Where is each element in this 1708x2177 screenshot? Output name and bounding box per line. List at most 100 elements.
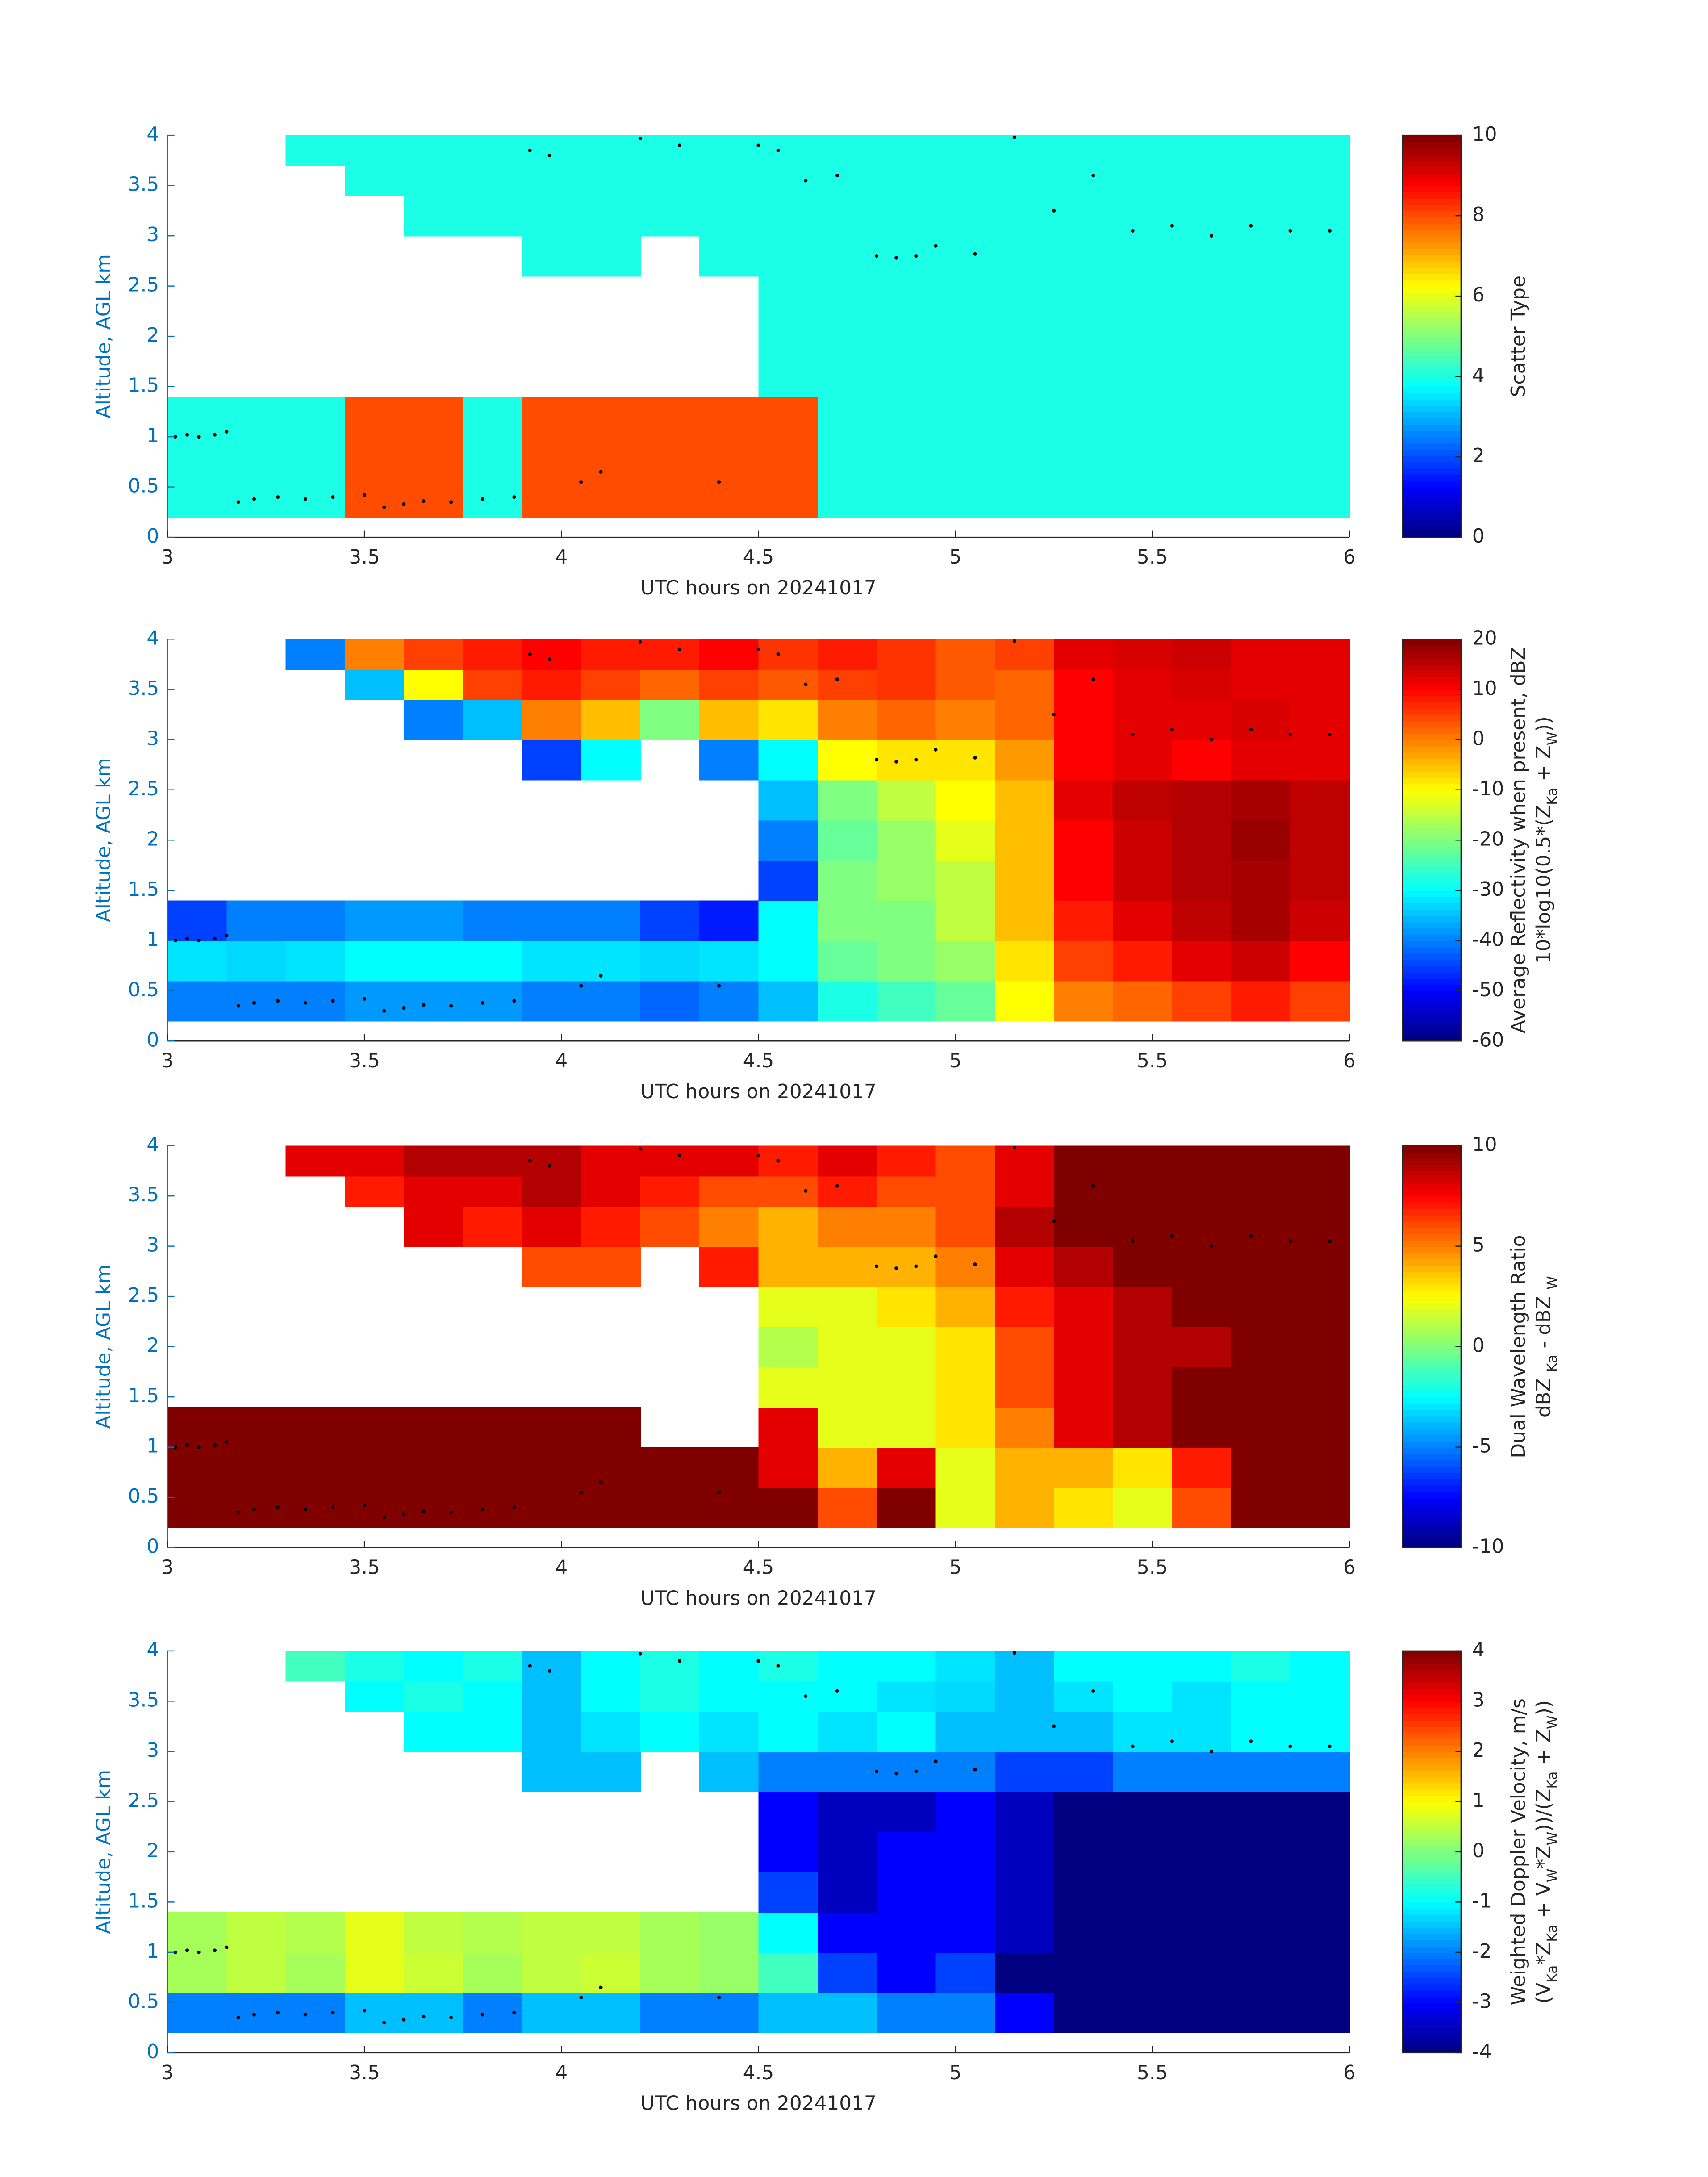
colorbar-swatch — [1402, 386, 1461, 393]
heatmap-cell — [994, 820, 1055, 861]
colorbar-swatch — [1402, 311, 1461, 318]
y-tick-label: 1 — [146, 928, 159, 951]
heatmap-cell — [345, 165, 405, 196]
colorbar-swatch — [1402, 1303, 1461, 1310]
heatmap-cell — [404, 940, 464, 982]
colorbar-label-part: W — [1544, 1868, 1560, 1882]
heatmap-cell — [285, 1487, 346, 1528]
x-tick-label: 6 — [1343, 2061, 1356, 2084]
heatmap-cell — [463, 1206, 523, 1247]
heatmap-cell — [758, 1407, 819, 1448]
data-point — [1012, 1651, 1016, 1655]
y-tick-label: 1.5 — [128, 1889, 159, 1912]
colorbar-swatch — [1402, 1403, 1461, 1410]
heatmap-cell — [935, 1681, 996, 1712]
heatmap-cell — [1231, 1681, 1291, 1712]
colorbar-swatch — [1402, 1252, 1461, 1259]
colorbar-swatch — [1402, 512, 1461, 519]
colorbar-swatch — [1402, 1208, 1461, 1216]
heatmap-cell — [285, 639, 346, 670]
heatmap-cell — [1172, 1206, 1232, 1247]
heatmap-cell — [994, 1176, 1055, 1207]
data-point — [382, 1516, 386, 1520]
data-point — [638, 1147, 642, 1151]
heatmap-cell — [522, 397, 582, 438]
colorbar-swatch — [1402, 1977, 1461, 1985]
heatmap-cell — [935, 1286, 996, 1327]
heatmap-cell — [935, 135, 996, 166]
heatmap-cell — [226, 1407, 286, 1448]
data-point — [303, 1508, 307, 1512]
heatmap-cell — [817, 1326, 877, 1367]
heatmap-cell — [817, 1487, 877, 1528]
heatmap-cell — [581, 1246, 641, 1287]
data-point — [1288, 1744, 1292, 1748]
heatmap-cell — [581, 1407, 641, 1448]
heatmap-cell — [877, 1447, 936, 1488]
x-tick-label: 3 — [161, 1556, 174, 1579]
data-point — [185, 433, 189, 437]
colorbar-swatch — [1402, 940, 1461, 948]
colorbar-swatch — [1402, 1365, 1461, 1373]
heatmap-cell — [640, 477, 700, 518]
heatmap-cell — [1290, 356, 1350, 397]
colorbar-swatch — [1402, 1296, 1461, 1304]
data-point — [973, 1262, 977, 1266]
heatmap-cell — [1290, 860, 1350, 901]
data-point — [894, 1266, 898, 1270]
colorbar-swatch — [1402, 1682, 1461, 1689]
colorbar-label-part: Ka — [1544, 1965, 1560, 1983]
heatmap-cell — [758, 1447, 819, 1488]
colorbar-label-part: + V — [1532, 1882, 1555, 1924]
colorbar-swatch — [1402, 865, 1461, 872]
heatmap-cell — [1054, 740, 1114, 781]
colorbar-tick-label: 1 — [1472, 1789, 1485, 1812]
heatmap-cell — [994, 437, 1055, 478]
data-point — [776, 1159, 780, 1163]
data-point — [973, 252, 977, 256]
data-point — [875, 254, 879, 258]
x-tick-label: 4.5 — [743, 546, 774, 568]
x-tick-label: 4.5 — [743, 1049, 774, 1072]
data-point — [422, 1509, 426, 1513]
data-point — [1328, 732, 1332, 737]
colorbar-swatch — [1402, 286, 1461, 293]
colorbar-swatch — [1402, 1158, 1461, 1166]
colorbar-label: Average Reflectivity when present, dBZ — [1507, 647, 1530, 1033]
data-point — [638, 640, 642, 644]
colorbar-swatch — [1402, 1346, 1461, 1354]
heatmap-cell — [1172, 165, 1232, 196]
colorbar-swatch — [1402, 1321, 1461, 1329]
colorbar-swatch — [1402, 859, 1461, 866]
heatmap-cell — [935, 1831, 996, 1873]
x-tick-label: 5 — [949, 546, 962, 568]
y-tick-label: 3.5 — [128, 1183, 159, 1206]
colorbar-swatch — [1402, 2015, 1461, 2022]
colorbar-swatch — [1402, 317, 1461, 325]
colorbar-swatch — [1402, 361, 1461, 368]
colorbar-swatch — [1402, 683, 1461, 690]
heatmap-cell — [1113, 196, 1173, 237]
data-point — [276, 2010, 280, 2014]
heatmap-cell — [581, 1487, 641, 1528]
heatmap-cell — [817, 820, 877, 861]
heatmap-cell — [1113, 1711, 1173, 1752]
colorbar-swatch — [1402, 689, 1461, 697]
heatmap-cell — [1290, 1407, 1350, 1448]
data-point — [599, 1480, 603, 1484]
heatmap-cell — [404, 669, 464, 700]
heatmap-cell — [877, 196, 936, 237]
data-point — [480, 1001, 484, 1005]
colorbar-swatch — [1402, 481, 1461, 488]
heatmap-cell — [1113, 1791, 1173, 1833]
heatmap-cell — [758, 397, 819, 438]
colorbar-swatch — [1402, 978, 1461, 985]
heatmap-cell — [404, 1206, 464, 1247]
colorbar-swatch — [1402, 336, 1461, 343]
heatmap-cell — [817, 1912, 877, 1953]
data-point — [1131, 1744, 1135, 1748]
heatmap-cell — [167, 1447, 227, 1488]
heatmap-cell — [404, 1912, 464, 1953]
data-point — [213, 936, 217, 940]
heatmap-cell — [1231, 196, 1291, 237]
